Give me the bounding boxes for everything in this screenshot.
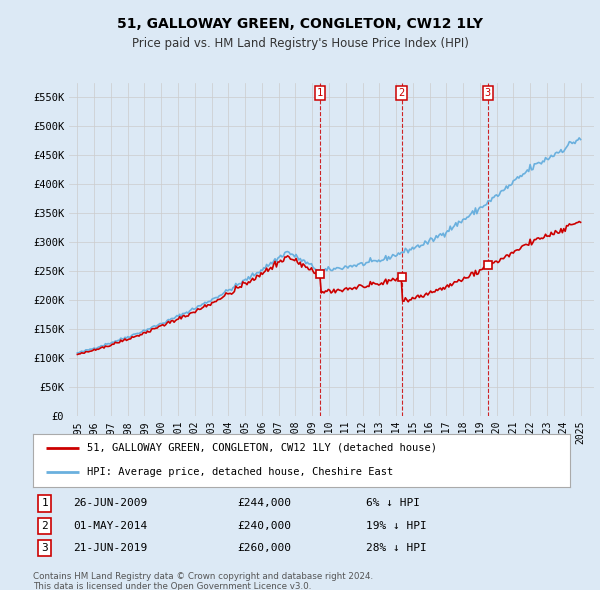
- Text: £260,000: £260,000: [237, 543, 291, 553]
- Text: £240,000: £240,000: [237, 521, 291, 530]
- Text: 19% ↓ HPI: 19% ↓ HPI: [366, 521, 427, 530]
- Text: Contains HM Land Registry data © Crown copyright and database right 2024.: Contains HM Land Registry data © Crown c…: [33, 572, 373, 581]
- Text: 1: 1: [41, 499, 48, 509]
- Text: 51, GALLOWAY GREEN, CONGLETON, CW12 1LY: 51, GALLOWAY GREEN, CONGLETON, CW12 1LY: [117, 17, 483, 31]
- Text: 21-JUN-2019: 21-JUN-2019: [73, 543, 148, 553]
- Text: 28% ↓ HPI: 28% ↓ HPI: [366, 543, 427, 553]
- Text: 2: 2: [398, 87, 405, 97]
- Text: £244,000: £244,000: [237, 499, 291, 509]
- Text: 2: 2: [41, 521, 48, 530]
- Text: HPI: Average price, detached house, Cheshire East: HPI: Average price, detached house, Ches…: [87, 467, 393, 477]
- Text: This data is licensed under the Open Government Licence v3.0.: This data is licensed under the Open Gov…: [33, 582, 311, 590]
- Text: 1: 1: [317, 87, 323, 97]
- Text: 3: 3: [485, 87, 491, 97]
- Text: 6% ↓ HPI: 6% ↓ HPI: [366, 499, 420, 509]
- Text: Price paid vs. HM Land Registry's House Price Index (HPI): Price paid vs. HM Land Registry's House …: [131, 37, 469, 50]
- Text: 26-JUN-2009: 26-JUN-2009: [73, 499, 148, 509]
- Text: 3: 3: [41, 543, 48, 553]
- Text: 51, GALLOWAY GREEN, CONGLETON, CW12 1LY (detached house): 51, GALLOWAY GREEN, CONGLETON, CW12 1LY …: [87, 443, 437, 453]
- Text: 01-MAY-2014: 01-MAY-2014: [73, 521, 148, 530]
